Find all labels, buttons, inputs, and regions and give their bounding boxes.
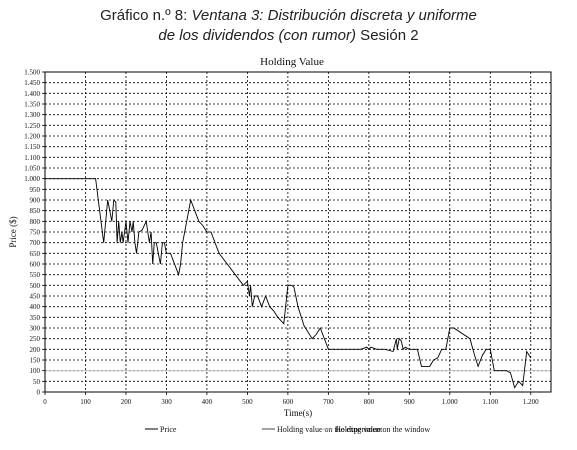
x-tick-label: 1.100 <box>482 398 498 406</box>
y-tick-label: 650 <box>30 250 41 258</box>
x-tick-label: 900 <box>404 398 415 406</box>
y-tick-label: 700 <box>30 239 41 247</box>
x-tick-label: 1.000 <box>442 398 458 406</box>
y-tick-label: 1.450 <box>24 79 40 87</box>
figure-heading-italic-1: Ventana 3: Distribución discreta y unifo… <box>191 7 477 24</box>
y-tick-label: 1.500 <box>24 69 40 77</box>
y-axis-label: Price ($) <box>8 216 18 247</box>
y-tick-label: 600 <box>30 261 41 269</box>
legend: Price Holding value on the experimentHold… <box>145 425 430 434</box>
x-tick-label: 100 <box>80 398 91 406</box>
x-tick-label: 700 <box>323 398 334 406</box>
y-tick-label: 1.100 <box>24 154 40 162</box>
y-tick-label: 1.300 <box>24 111 40 119</box>
y-tick-label: 950 <box>30 186 41 194</box>
y-tick-label: 450 <box>30 293 41 301</box>
y-tick-label: 1.400 <box>24 90 40 98</box>
y-tick-label: 750 <box>30 229 41 237</box>
plot-frame <box>44 71 552 393</box>
y-tick-label: 850 <box>30 207 41 215</box>
y-tick-label: 550 <box>30 271 41 279</box>
figure-heading-italic-2: de los dividendos (con rumor) <box>158 27 357 44</box>
figure-heading-line-2: de los dividendos (con rumor) Sesión 2 <box>0 26 577 46</box>
y-tick-label: 250 <box>30 335 41 343</box>
x-tick-label: 800 <box>364 398 375 406</box>
y-tick-label: 150 <box>30 357 41 365</box>
legend-label-holding-value-on-the-window: Holding value on the window <box>335 425 430 434</box>
y-tick-label: 400 <box>30 303 41 311</box>
x-tick-label: 400 <box>202 398 213 406</box>
y-tick-label: 350 <box>30 314 41 322</box>
figure-heading-line-1: Gráfico n.º 8: Ventana 3: Distribución d… <box>0 6 577 26</box>
y-tick-label: 50 <box>33 378 41 386</box>
legend-label-price: Price <box>160 425 177 434</box>
y-tick-label: 1.000 <box>24 175 40 183</box>
y-axis-ticks: 0 50 100 150 200 250 300 350 400 450 500 550 600 650 7… <box>24 69 45 397</box>
x-tick-label: 0 <box>43 398 47 406</box>
y-tick-label: 1.350 <box>24 101 40 109</box>
y-tick-label: 1.200 <box>24 133 40 141</box>
y-tick-label: 100 <box>30 367 41 375</box>
series-line-price <box>45 178 532 389</box>
y-tick-label: 200 <box>30 346 41 354</box>
y-tick-label: 1.150 <box>24 143 40 151</box>
figure-heading: Gráfico n.º 8: Ventana 3: Distribución d… <box>0 6 577 46</box>
x-tick-label: 500 <box>242 398 253 406</box>
chart-title: Holding Value <box>260 56 324 68</box>
grid-lines <box>45 72 551 392</box>
y-tick-label: 300 <box>30 325 41 333</box>
y-tick-label: 500 <box>30 282 41 290</box>
y-tick-label: 1.250 <box>24 122 40 130</box>
series-lines <box>45 178 551 389</box>
y-tick-label: 0 <box>37 389 41 397</box>
figure-number: Gráfico n.º 8: <box>100 7 192 24</box>
x-tick-label: 1.200 <box>523 398 539 406</box>
figure-session: Sesión 2 <box>356 27 419 44</box>
x-axis-label: Time(s) <box>284 408 312 418</box>
y-tick-label: 800 <box>30 218 41 226</box>
y-tick-label: 900 <box>30 197 41 205</box>
y-tick-label: 1.050 <box>24 165 40 173</box>
x-tick-label: 200 <box>121 398 132 406</box>
x-tick-label: 300 <box>161 398 172 406</box>
x-axis-ticks: 0 100 200 300 400 500 600 700 800 900 1.000 1.100 1.… <box>43 392 539 406</box>
x-tick-label: 600 <box>283 398 294 406</box>
